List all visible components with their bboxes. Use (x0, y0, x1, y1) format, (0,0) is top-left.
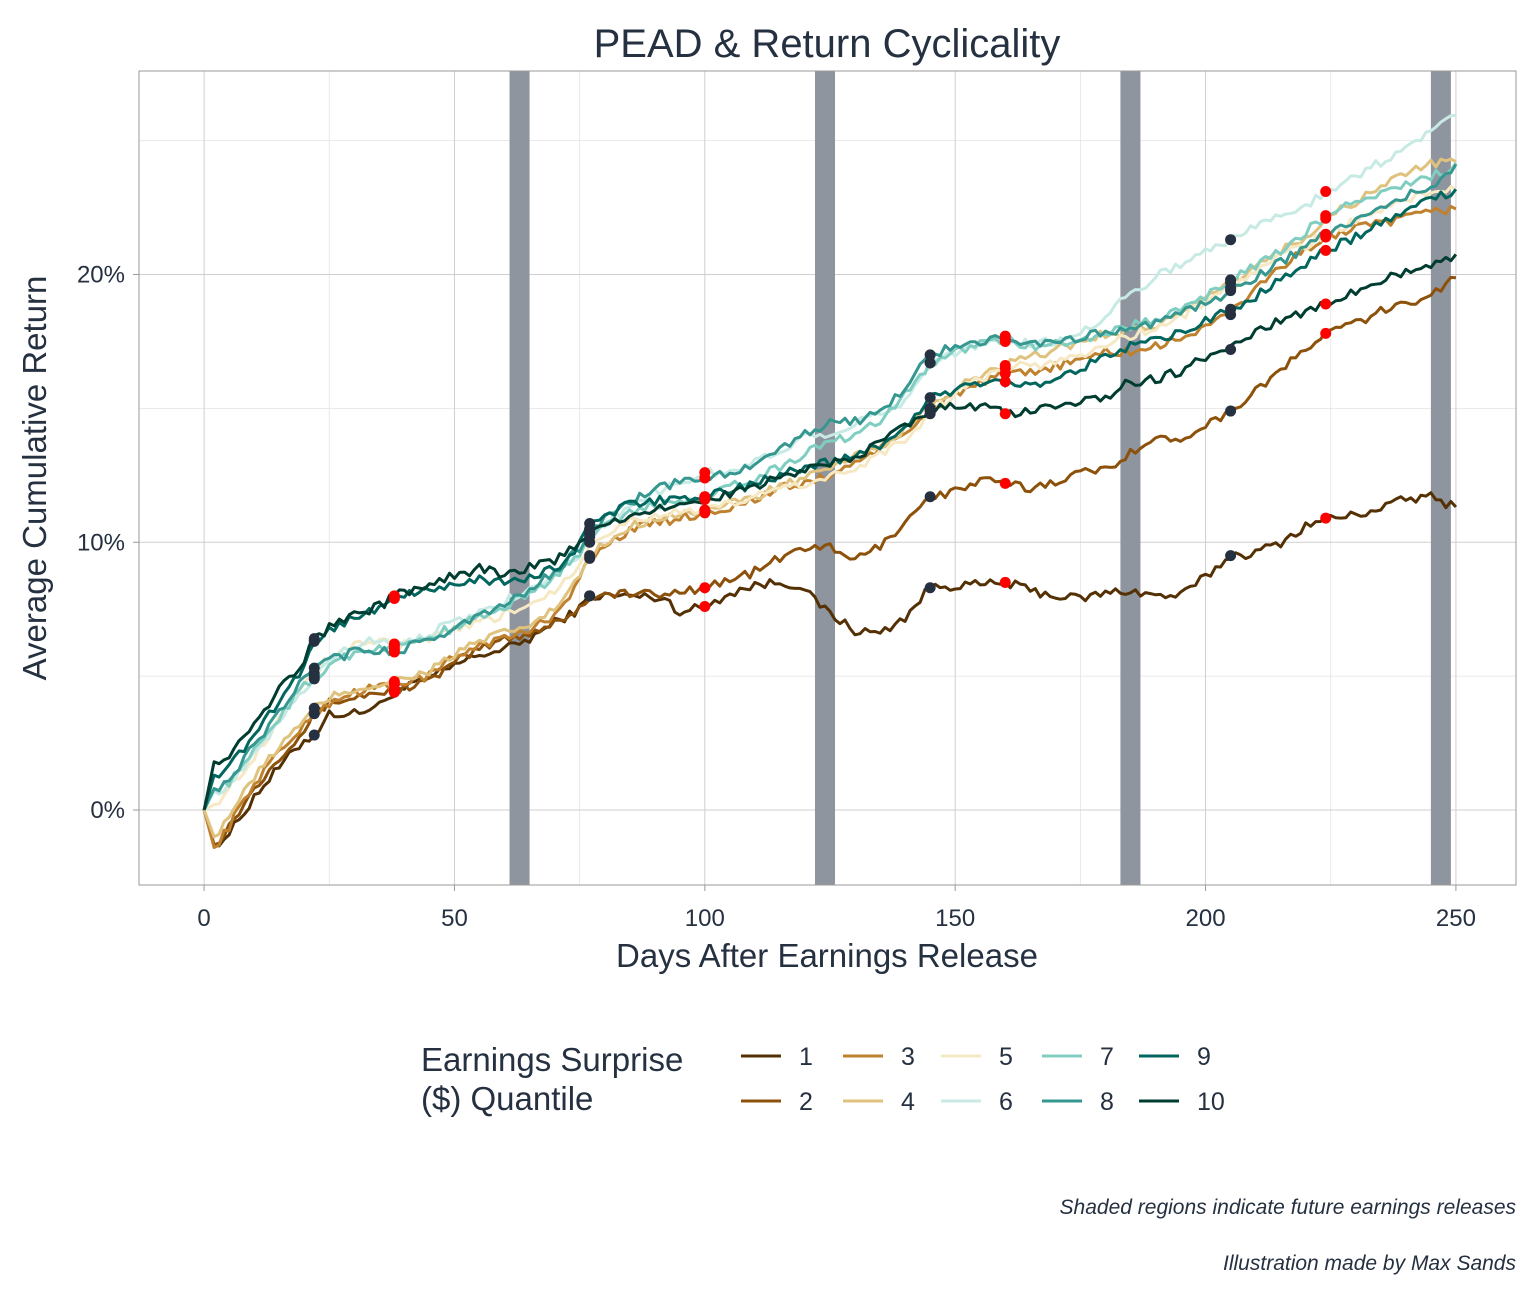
high-marker-point (999, 576, 1011, 588)
low-marker-point (1225, 343, 1237, 355)
series-line-2 (202, 275, 1456, 847)
low-marker-point (1225, 303, 1237, 315)
high-marker-point (699, 493, 711, 505)
legend-label-10: 10 (1197, 1088, 1225, 1116)
earnings-release-shade (1120, 71, 1141, 885)
caption-shaded-regions: Shaded regions indicate future earnings … (1060, 1196, 1517, 1219)
earnings-release-shade (509, 71, 530, 885)
low-marker-point (308, 729, 320, 741)
legend-title-line-1: Earnings Surprise (421, 1041, 683, 1078)
high-marker-point (699, 582, 711, 594)
x-tick-label: 250 (1436, 905, 1476, 932)
high-marker-point (388, 646, 400, 658)
high-marker-point (999, 376, 1011, 388)
caption-credit: Illustration made by Max Sands (1223, 1252, 1516, 1275)
high-marker-point (388, 676, 400, 687)
low-marker-point (924, 392, 936, 404)
legend-title-line-2: ($) Quantile (421, 1080, 593, 1117)
legend-label-5: 5 (999, 1043, 1013, 1071)
low-marker-point (1225, 405, 1237, 417)
low-marker-point (1225, 234, 1237, 246)
low-marker-point (308, 702, 320, 714)
legend-label-8: 8 (1100, 1088, 1114, 1116)
x-tick-label: 200 (1186, 905, 1226, 932)
low-marker-point (584, 526, 596, 538)
high-marker-point (699, 472, 711, 484)
series-line-8 (202, 163, 1458, 811)
x-tick-label: 50 (441, 905, 468, 932)
high-marker-point (699, 504, 711, 516)
legend-label-4: 4 (901, 1088, 915, 1116)
low-marker-point (924, 582, 936, 594)
low-marker-point (924, 402, 936, 414)
high-marker-point (1320, 185, 1332, 197)
low-marker-point (924, 357, 936, 369)
low-marker-point (1225, 550, 1237, 562)
low-marker-point (308, 662, 320, 674)
legend-label-2: 2 (799, 1088, 813, 1116)
low-marker-point (1225, 285, 1237, 297)
y-tick-label: 20% (77, 262, 125, 289)
low-marker-point (584, 550, 596, 562)
y-tick-label: 10% (77, 529, 125, 556)
low-marker-point (584, 590, 596, 602)
low-marker-point (584, 518, 596, 530)
low-marker-point (924, 349, 936, 361)
y-tick-label: 0% (90, 797, 125, 824)
high-marker-point (999, 477, 1011, 489)
y-axis-title: Average Cumulative Return (16, 276, 53, 681)
panel-border (138, 70, 1517, 886)
low-marker-point (308, 633, 320, 645)
high-marker-point (699, 601, 711, 613)
high-marker-point (388, 590, 400, 602)
chart-title: PEAD & Return Cyclicality (594, 22, 1061, 66)
legend-label-6: 6 (999, 1088, 1013, 1116)
x-axis-title: Days After Earnings Release (616, 937, 1038, 974)
legend-keys: 1 2 3 4 5 6 7 8 9 10 (741, 1043, 1225, 1116)
series-line-4 (202, 157, 1457, 839)
high-marker-point (999, 408, 1011, 420)
high-marker-point (1320, 512, 1332, 524)
high-marker-point (1320, 228, 1332, 240)
legend-label-1: 1 (799, 1043, 813, 1071)
x-tick-label: 0 (197, 905, 210, 932)
high-marker-point (1320, 298, 1332, 310)
legend-label-3: 3 (901, 1043, 915, 1071)
series-line-10 (202, 253, 1458, 811)
x-tick-label: 150 (935, 905, 975, 932)
plot-panel (138, 70, 1517, 886)
high-marker-point (999, 362, 1011, 374)
legend-label-9: 9 (1197, 1043, 1211, 1071)
low-marker-point (1225, 274, 1237, 286)
x-tick-label: 100 (685, 905, 725, 932)
legend-label-7: 7 (1100, 1043, 1114, 1071)
high-marker-point (999, 330, 1011, 342)
legend: Earnings Surprise ($) Quantile 1 2 3 4 5 6 7 8 9… (421, 1041, 1225, 1117)
high-marker-point (1320, 210, 1332, 222)
low-marker-point (924, 491, 936, 503)
low-marker-point (308, 673, 320, 685)
high-marker-point (1320, 327, 1332, 339)
earnings-release-shade (1430, 71, 1451, 885)
high-marker-point (1320, 244, 1332, 256)
